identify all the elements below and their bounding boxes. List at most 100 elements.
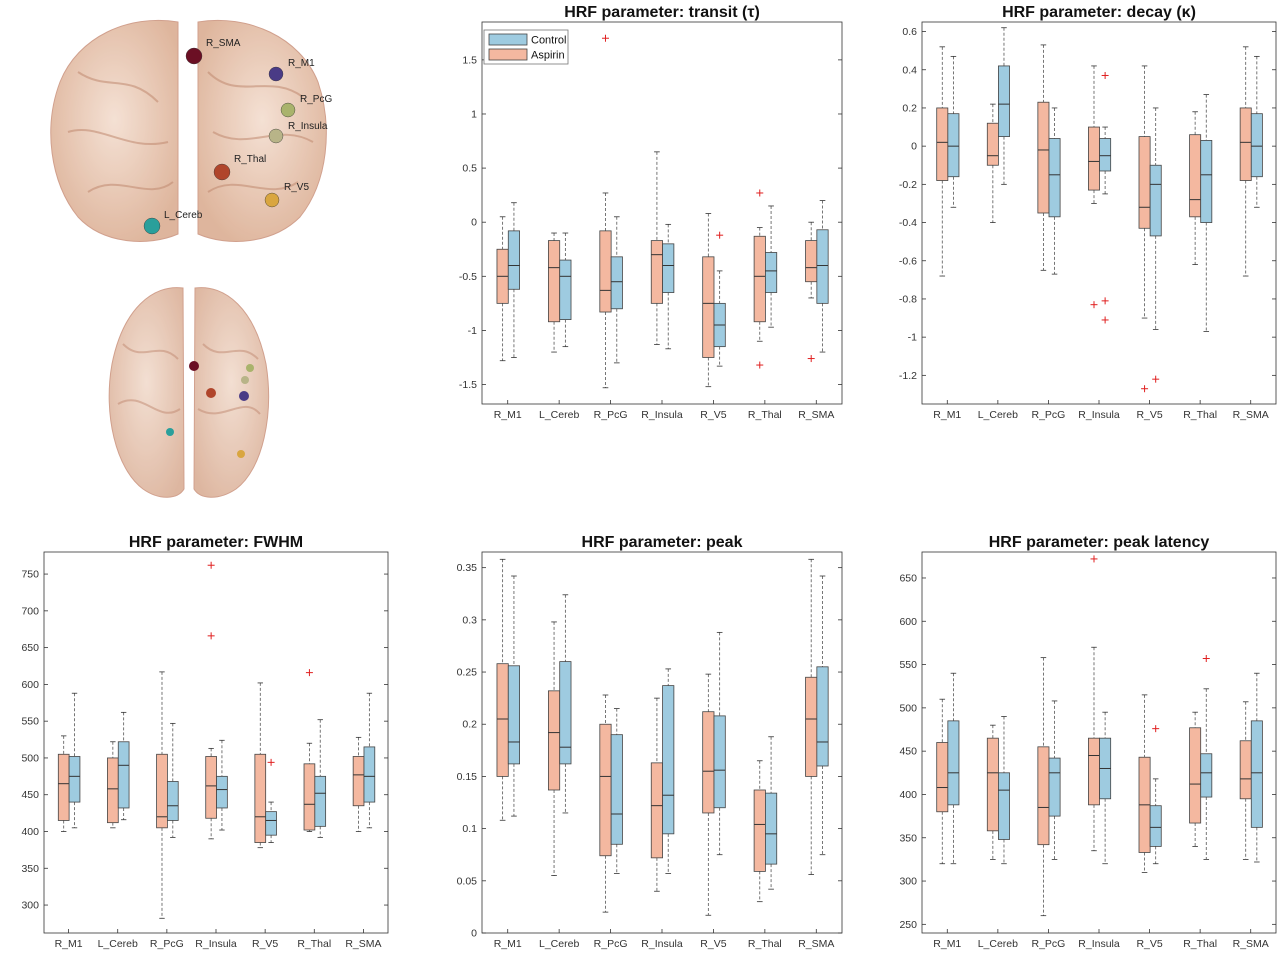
y-tick-label: 750: [21, 569, 39, 581]
box-iqr: [1200, 140, 1213, 223]
box-iqr: [599, 723, 612, 857]
box-iqr: [805, 676, 818, 777]
box-iqr: [1048, 757, 1061, 817]
box-iqr: [1099, 138, 1112, 172]
box-iqr: [753, 235, 766, 323]
box-iqr: [507, 230, 520, 290]
box-iqr: [303, 763, 316, 831]
box-iqr: [107, 757, 119, 824]
left-hemisphere-bottom: [108, 287, 185, 498]
box-control-R_SMA: [816, 575, 829, 856]
box-control-R_Thal: [1200, 94, 1213, 332]
outlier-marker: [1202, 655, 1210, 663]
box-control-R_Thal: [1200, 655, 1213, 860]
box-iqr: [507, 665, 520, 765]
y-tick-label: 0.5: [462, 163, 477, 175]
box-iqr: [1250, 720, 1263, 828]
roi-label-L_Cereb: L_Cereb: [164, 210, 203, 221]
x-tick-label: L_Cereb: [978, 938, 1018, 950]
box-control-R_PcG: [166, 722, 179, 838]
y-tick-label: 0: [911, 141, 917, 153]
box-iqr: [753, 789, 766, 872]
roi-marker-R_V5-bottom: [237, 450, 245, 458]
sulcus-lines: [67, 71, 314, 193]
roi-marker-R_SMA: [185, 47, 203, 65]
box-control-L_Cereb: [117, 711, 130, 821]
x-tick-label: R_M1: [933, 938, 961, 950]
transit-boxplot: HRF parameter: transit (τ) 1.5 1 0.5 0 -0.5 -1…: [459, 4, 843, 421]
box-iqr: [599, 230, 612, 313]
outlier-marker: [716, 231, 724, 239]
x-tick-label: R_Insula: [1078, 409, 1120, 421]
y-tick-label: 450: [899, 746, 917, 758]
box-control-R_PcG: [1048, 700, 1061, 860]
box-iqr: [1189, 727, 1202, 824]
x-tick-label: R_V5: [700, 938, 726, 950]
y-tick-label: 300: [899, 876, 917, 888]
y-tick-label: 500: [21, 752, 39, 764]
box-iqr: [765, 252, 778, 293]
sulcus-lines-bottom: [117, 343, 261, 415]
y-tick-label: 1.5: [462, 54, 477, 66]
roi-marker-R_Thal-bottom: [206, 388, 216, 398]
box-iqr: [998, 65, 1010, 137]
y-tick-label: 0.4: [902, 64, 917, 76]
roi-marker-R_Insula: [268, 128, 284, 144]
y-tick-label: 650: [899, 572, 917, 584]
x-tick-label: L_Cereb: [98, 938, 138, 950]
right-hemisphere: [197, 19, 327, 242]
y-tick-label: 250: [899, 919, 917, 931]
box-iqr: [166, 781, 179, 821]
y-tick-label: 300: [21, 900, 39, 912]
y-tick-label: -1: [908, 332, 917, 344]
box-iqr: [363, 746, 376, 803]
box-control-R_SMA: [363, 692, 376, 829]
box-control-R_PcG: [1048, 107, 1061, 275]
box-iqr: [713, 715, 726, 809]
x-tick-label: L_Cereb: [978, 409, 1018, 421]
box-iqr: [1138, 136, 1151, 229]
x-tick-label: R_Thal: [1183, 938, 1217, 950]
x-tick-label: R_V5: [252, 938, 278, 950]
box-control-R_Insula: [1099, 711, 1112, 865]
box-iqr: [352, 756, 365, 807]
box-control-R_M1: [507, 575, 520, 817]
outlier-marker: [1090, 555, 1098, 563]
outlier-marker: [756, 361, 764, 369]
y-tick-label: 550: [899, 659, 917, 671]
box-iqr: [117, 741, 130, 809]
y-tick-label: 0.6: [902, 26, 917, 38]
peak-boxplot: HRF parameter: peak 0.35 0.3 0.25 0.2 0.15 0.1…: [457, 534, 843, 950]
outlier-marker: [1101, 297, 1109, 305]
x-tick-label: L_Cereb: [539, 409, 579, 421]
x-tick-label: R_PcG: [594, 938, 628, 950]
roi-marker-L_Cereb: [143, 217, 161, 235]
box-iqr: [947, 113, 960, 178]
y-tick-label: -1: [468, 325, 477, 337]
box-iqr: [1239, 107, 1252, 181]
box-iqr: [216, 775, 228, 809]
box-control-R_Thal: [765, 736, 778, 890]
box-iqr: [650, 762, 663, 859]
outlier-marker: [207, 632, 215, 640]
x-tick-label: R_SMA: [1233, 938, 1269, 950]
chart-title: HRF parameter: peak latency: [989, 534, 1210, 551]
box-control-R_SMA: [1250, 55, 1263, 208]
chart-title: HRF parameter: transit (τ): [564, 4, 760, 21]
box-iqr: [998, 772, 1010, 840]
box-control-R_M1: [507, 202, 520, 358]
x-tick-label: R_SMA: [798, 409, 834, 421]
x-tick-label: R_Insula: [1078, 938, 1120, 950]
outlier-marker: [207, 561, 215, 569]
box-iqr: [1250, 113, 1263, 178]
box-control-R_V5: [1149, 725, 1162, 865]
outlier-marker: [1101, 316, 1109, 324]
box-iqr: [936, 742, 949, 813]
legend-label-control: Control: [531, 35, 566, 47]
y-tick-label: 0.2: [902, 102, 917, 114]
outlier-marker: [1152, 725, 1160, 733]
box-iqr: [1088, 126, 1100, 191]
y-tick-label: 700: [21, 605, 39, 617]
box-iqr: [816, 666, 829, 767]
roi-label-R_PcG: R_PcG: [300, 94, 332, 105]
